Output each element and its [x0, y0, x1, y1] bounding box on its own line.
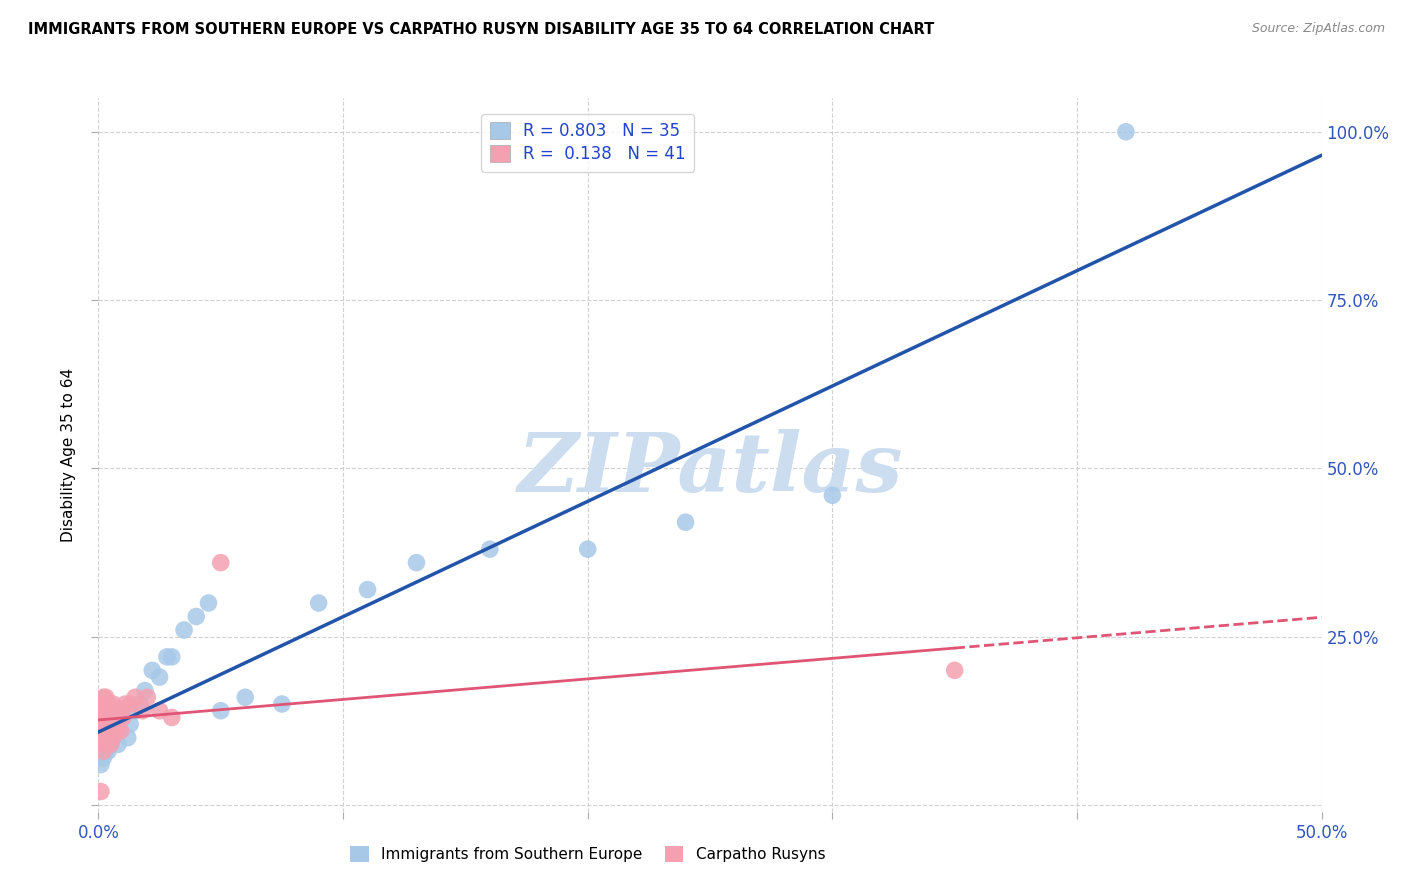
Point: [209, 704, 232, 718]
Point: [1115, 125, 1137, 139]
Point: [90, 731, 112, 745]
Point: [160, 649, 183, 664]
Point: [270, 697, 294, 711]
Point: [120, 697, 142, 711]
Point: [97, 710, 120, 724]
Point: [100, 723, 122, 738]
Point: [136, 690, 159, 705]
Text: IMMIGRANTS FROM SOUTHERN EUROPE VS CARPATHO RUSYN DISABILITY AGE 35 TO 64 CORREL: IMMIGRANTS FROM SOUTHERN EUROPE VS CARPA…: [28, 22, 935, 37]
Point: [111, 710, 134, 724]
Point: [110, 723, 132, 738]
Point: [94, 690, 117, 705]
Point: [90, 723, 112, 738]
Point: [91, 690, 114, 705]
Point: [107, 717, 129, 731]
Point: [160, 710, 183, 724]
Point: [104, 710, 127, 724]
Point: [100, 710, 122, 724]
Point: [405, 556, 427, 570]
Point: [104, 723, 127, 738]
Point: [94, 744, 117, 758]
Point: [100, 723, 122, 738]
Text: Source: ZipAtlas.com: Source: ZipAtlas.com: [1251, 22, 1385, 36]
Point: [110, 723, 132, 738]
Text: ZIPatlas: ZIPatlas: [517, 429, 903, 509]
Point: [141, 664, 163, 678]
Point: [197, 596, 219, 610]
Point: [90, 704, 112, 718]
Point: [124, 704, 146, 718]
Point: [101, 731, 124, 745]
Point: [100, 738, 122, 752]
Point: [90, 784, 112, 798]
Point: [94, 710, 117, 724]
Point: [131, 704, 153, 718]
Point: [478, 542, 501, 557]
Point: [129, 697, 152, 711]
Point: [94, 738, 117, 752]
Point: [90, 697, 112, 711]
Point: [111, 710, 134, 724]
Point: [943, 664, 966, 678]
Point: [576, 542, 599, 557]
Point: [149, 670, 172, 684]
Point: [90, 757, 112, 772]
Point: [675, 515, 697, 529]
Point: [120, 717, 142, 731]
Point: [117, 731, 139, 745]
Point: [90, 710, 112, 724]
Point: [308, 596, 330, 610]
Point: [134, 683, 156, 698]
Point: [101, 697, 124, 711]
Point: [356, 582, 378, 597]
Point: [91, 744, 114, 758]
Point: [91, 717, 114, 731]
Point: [173, 623, 195, 637]
Point: [149, 704, 172, 718]
Point: [101, 717, 124, 731]
Point: [114, 697, 136, 711]
Point: [104, 717, 127, 731]
Point: [97, 731, 120, 745]
Point: [209, 556, 232, 570]
Point: [90, 717, 112, 731]
Point: [186, 609, 208, 624]
Point: [94, 731, 117, 745]
Point: [107, 704, 129, 718]
Point: [233, 690, 256, 705]
Point: [91, 731, 114, 745]
Point: [94, 723, 117, 738]
Point: [101, 731, 124, 745]
Point: [107, 738, 129, 752]
Point: [97, 723, 120, 738]
Point: [124, 690, 146, 705]
Point: [821, 488, 844, 502]
Point: [100, 738, 122, 752]
Point: [91, 704, 114, 718]
Point: [97, 697, 120, 711]
Point: [97, 744, 120, 758]
Point: [156, 649, 179, 664]
Point: [91, 751, 114, 765]
Legend: Immigrants from Southern Europe, Carpatho Rusyns: Immigrants from Southern Europe, Carpath…: [344, 840, 831, 868]
Y-axis label: Disability Age 35 to 64: Disability Age 35 to 64: [60, 368, 76, 542]
